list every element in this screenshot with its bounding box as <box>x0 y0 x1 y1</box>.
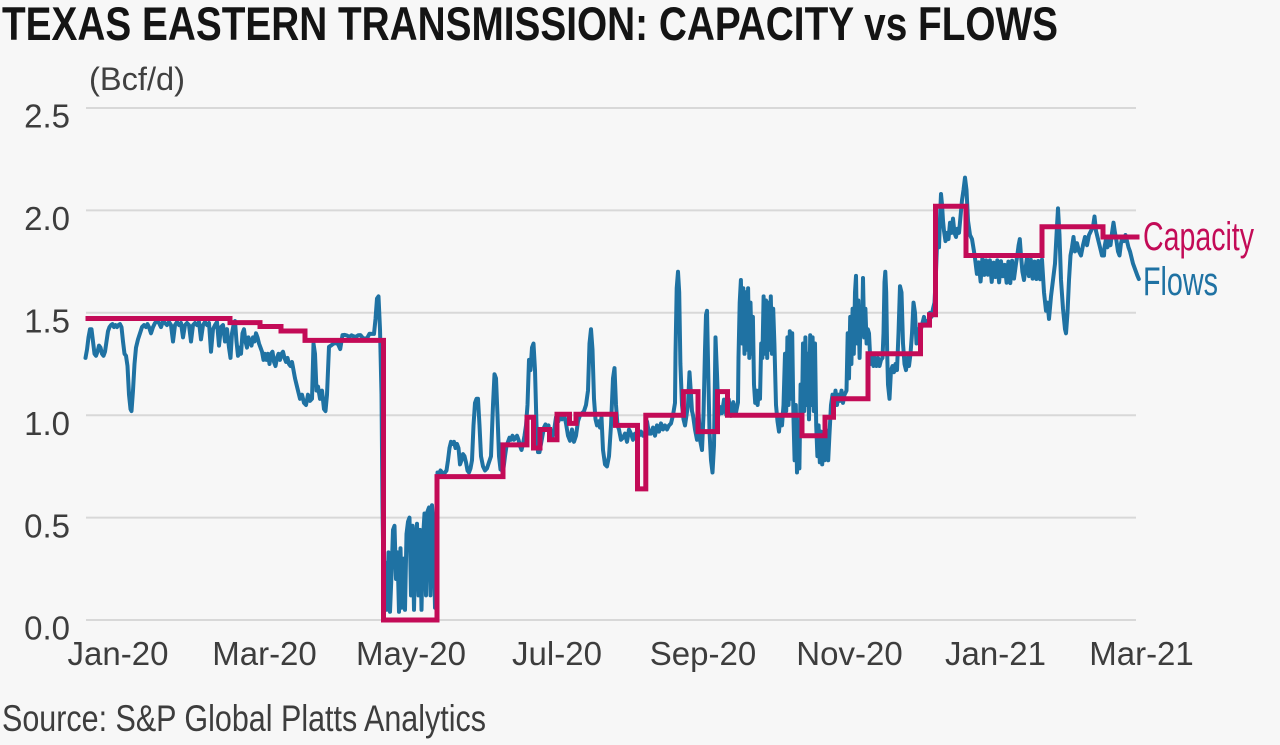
svg-text:TEXAS EASTERN TRANSMISSION: CA: TEXAS EASTERN TRANSMISSION: CAPACITY vs … <box>2 0 1058 50</box>
svg-text:0.5: 0.5 <box>24 507 70 544</box>
svg-text:0.0: 0.0 <box>24 610 70 647</box>
svg-text:Sep-20: Sep-20 <box>650 635 756 672</box>
svg-text:2.5: 2.5 <box>24 98 70 135</box>
svg-text:Mar-20: Mar-20 <box>212 635 317 672</box>
svg-text:Jan-21: Jan-21 <box>945 635 1046 672</box>
svg-text:Mar-21: Mar-21 <box>1089 635 1194 672</box>
svg-text:2.0: 2.0 <box>24 200 70 237</box>
svg-text:Flows: Flows <box>1143 260 1218 304</box>
svg-text:(Bcf/d): (Bcf/d) <box>89 61 185 97</box>
svg-text:1.0: 1.0 <box>24 405 70 442</box>
svg-text:May-20: May-20 <box>356 635 466 672</box>
svg-text:Jul-20: Jul-20 <box>512 635 602 672</box>
svg-text:Jan-20: Jan-20 <box>68 635 169 672</box>
svg-text:Capacity: Capacity <box>1143 215 1254 259</box>
svg-text:Source: S&P Global Platts Anal: Source: S&P Global Platts Analytics <box>2 698 486 739</box>
svg-text:Nov-20: Nov-20 <box>796 635 902 672</box>
svg-text:1.5: 1.5 <box>24 303 70 340</box>
